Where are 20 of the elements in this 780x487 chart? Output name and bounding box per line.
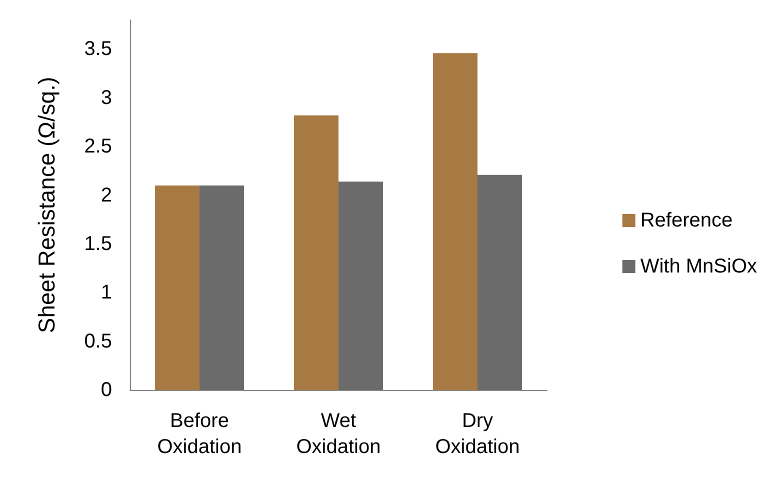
y-axis-title: Sheet Resistance (Ω/sq.) — [34, 76, 60, 334]
bar — [155, 186, 200, 390]
legend-label: With MnSiOx — [640, 256, 758, 278]
y-tick-label: 2 — [100, 184, 112, 206]
x-tick-label: Before Oxidation — [157, 410, 242, 458]
y-tick-label: 0 — [100, 379, 112, 401]
y-tick-label: 2.5 — [84, 136, 112, 158]
y-tick-label: 3 — [100, 86, 112, 109]
bar — [433, 53, 478, 390]
y-tick-label: 1 — [100, 282, 112, 304]
y-tick-label: 3.5 — [84, 38, 112, 60]
bar — [478, 174, 522, 390]
bar — [294, 115, 338, 390]
y-tick-label: 0.5 — [84, 330, 112, 352]
legend-label: Reference — [640, 210, 733, 232]
y-tick-label: 1.5 — [84, 232, 112, 255]
bar — [200, 186, 244, 390]
bar — [338, 182, 383, 390]
x-tick-label: Dry Oxidation — [435, 410, 520, 458]
x-tick-label: Wet Oxidation — [296, 410, 381, 458]
